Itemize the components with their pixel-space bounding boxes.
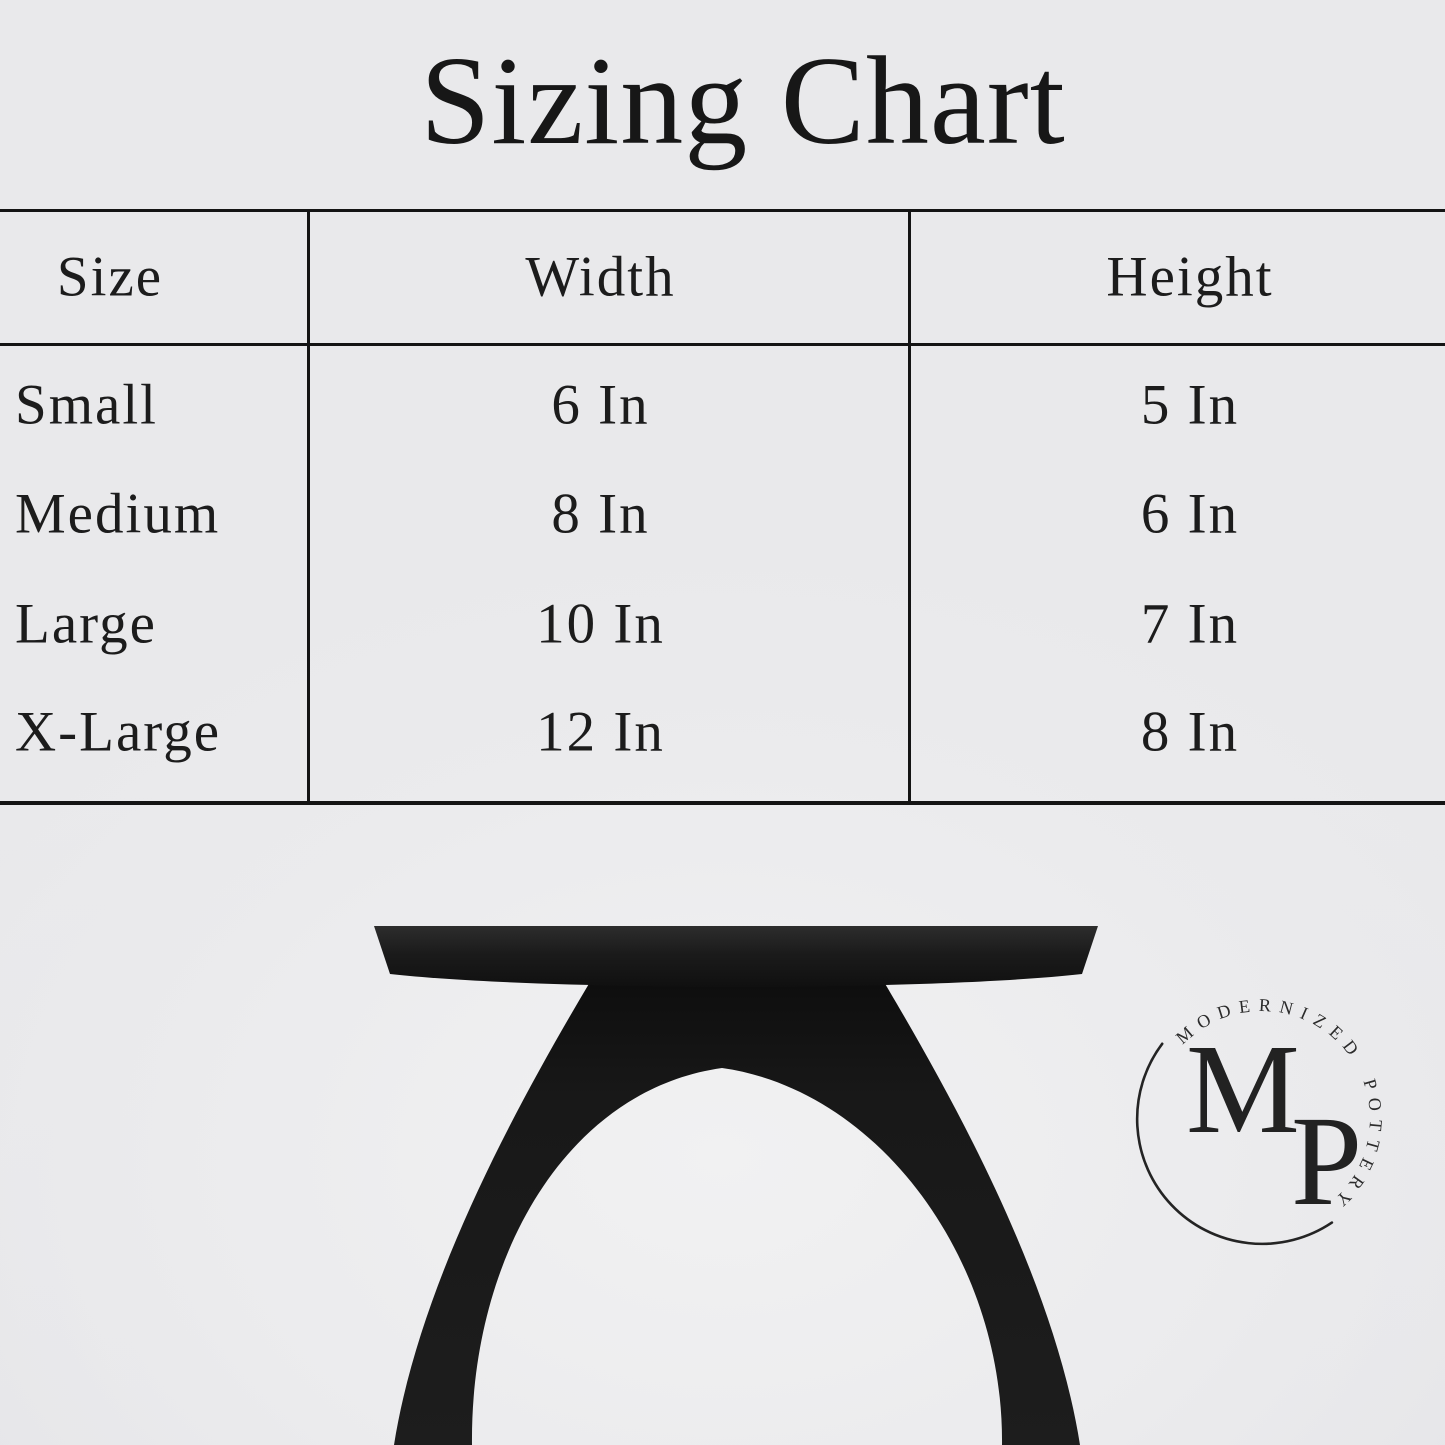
logo-monogram-m: M [1186, 1018, 1300, 1160]
logo-arc-text-pottery: POTTERY [1326, 1077, 1386, 1216]
brand-logo: MODERNIZED POTTERY M P [1135, 995, 1386, 1246]
stand-tray [374, 926, 1098, 987]
cell-width: 8 In [551, 482, 650, 546]
column-header-width: Width [525, 245, 676, 309]
table-border-top [0, 209, 1445, 212]
cell-height: 6 In [1140, 482, 1240, 546]
cell-width: 6 In [551, 373, 650, 437]
cell-size: Large [15, 592, 157, 656]
cell-height: 5 In [1140, 373, 1240, 437]
table-border-bottom [0, 801, 1445, 805]
logo-ring [1135, 1042, 1334, 1246]
cell-height: 7 In [1140, 592, 1240, 656]
stand-arch-base [394, 982, 1080, 1445]
logo-monogram-p: P [1291, 1090, 1362, 1232]
page-title: Sizing Chart [420, 32, 1066, 171]
cell-size: X-Large [15, 700, 222, 764]
column-header-size: Size [56, 245, 164, 309]
table-column-divider-1 [307, 210, 310, 805]
cell-width: 10 In [536, 592, 665, 656]
table-header-divider [0, 343, 1445, 346]
cell-size: Medium [15, 482, 221, 546]
cell-width: 12 In [536, 700, 665, 764]
cell-size: Small [15, 373, 159, 437]
column-header-height: Height [1106, 245, 1274, 309]
cell-height: 8 In [1140, 700, 1240, 764]
logo-arc-text-modernized: MODERNIZED [1172, 995, 1367, 1065]
table-column-divider-2 [908, 210, 911, 805]
